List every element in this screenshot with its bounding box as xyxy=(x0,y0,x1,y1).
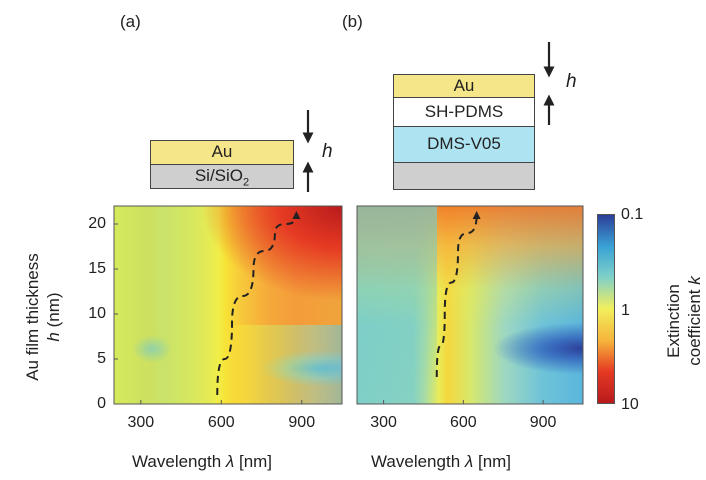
y-tick-label: 0 xyxy=(97,395,106,412)
colorbar-title-symbol: k xyxy=(685,276,704,285)
x-axis-title-b-sym: λ xyxy=(464,452,474,471)
layer-substrate-a-text: Si/SiO xyxy=(194,166,244,185)
trend-arrow-a xyxy=(216,211,301,396)
x-tick-label: 600 xyxy=(207,414,235,431)
x-tick-label: 600 xyxy=(449,414,477,431)
thickness-symbol-b: h xyxy=(566,71,577,92)
layer-substrate-a-sub: 2 xyxy=(243,176,250,189)
colorbar xyxy=(597,214,615,404)
y-tick-label: 10 xyxy=(88,305,106,322)
layer-au-a: Au xyxy=(150,140,294,165)
y-tick-label: 15 xyxy=(88,260,106,277)
y-tick-label: 5 xyxy=(97,350,106,367)
colorbar-title-line2: coefficient k xyxy=(684,231,705,411)
x-tick-label: 300 xyxy=(127,414,155,431)
x-axis-title-b-text: Wavelength xyxy=(371,452,465,471)
colorbar-title-line1: Extinction xyxy=(664,284,683,358)
layer-au-b: Au xyxy=(393,74,535,98)
x-axis-title-a: Wavelength λ [nm] xyxy=(132,452,272,472)
x-axis-title-a-sym: λ xyxy=(225,452,235,471)
thickness-symbol-a: h xyxy=(322,141,333,162)
colorbar-tick-1: 1 xyxy=(621,302,630,319)
y-axis-title-line1: Au film thickness xyxy=(23,253,42,381)
y-axis-title: Au film thickness h (nm) xyxy=(22,212,64,422)
colorbar-title: Extinction coefficient k xyxy=(663,231,705,411)
panel-a-label: (a) xyxy=(120,12,141,31)
tick-marks xyxy=(114,223,544,405)
colorbar-title-word: coefficient xyxy=(685,289,704,366)
x-axis-title-b-unit: [nm] xyxy=(473,452,512,471)
y-tick-label: 20 xyxy=(88,215,106,232)
panel-b-label: (b) xyxy=(342,12,363,31)
x-tick-label: 300 xyxy=(370,414,397,431)
frame-a xyxy=(113,205,343,405)
heatmap-a-cyan-patch xyxy=(132,335,172,363)
x-axis-title-a-text: Wavelength xyxy=(132,452,226,471)
frame-b xyxy=(356,205,584,405)
trend-arrow-b xyxy=(435,211,481,378)
heatmap-b-top-left xyxy=(357,206,437,404)
x-axis-title-b: Wavelength λ [nm] xyxy=(371,452,511,472)
layer-shpdms-b: SH-PDMS xyxy=(393,97,535,127)
layer-substrate-b xyxy=(393,162,535,190)
layer-dmsv05-b: DMS-V05 xyxy=(393,126,535,163)
layer-substrate-a: Si/SiO2 xyxy=(150,164,294,189)
y-axis-unit: (nm) xyxy=(44,292,63,333)
x-tick-label: 900 xyxy=(529,414,557,431)
y-axis-title-line2: h (nm) xyxy=(43,212,64,422)
colorbar-tick-10: 10 xyxy=(621,396,639,413)
colorbar-tick-0-1: 0.1 xyxy=(621,206,644,223)
y-axis-symbol: h xyxy=(44,332,63,342)
x-axis-title-a-unit: [nm] xyxy=(234,452,273,471)
x-tick-label: 900 xyxy=(288,414,316,431)
